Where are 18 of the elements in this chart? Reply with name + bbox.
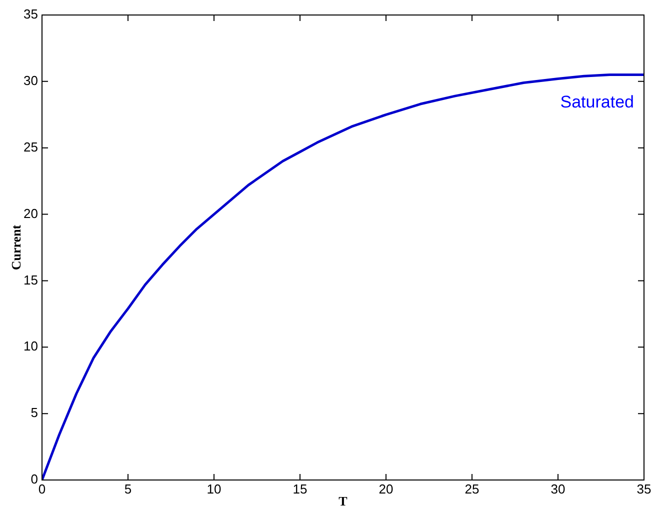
y-tick-label: 30 [24,73,38,88]
x-tick-label: 30 [550,481,566,496]
x-tick-label: 20 [378,481,394,496]
y-tick-label: 10 [24,338,38,354]
y-tick-label: 5 [30,405,38,420]
x-tick-label: 25 [464,481,480,496]
x-tick-label: 10 [206,481,222,496]
x-tick-label: 5 [124,481,132,496]
x-axis-title: T [338,493,348,508]
y-tick-label: 0 [30,472,38,487]
y-axis-title: Current [8,224,24,270]
y-tick-label: 15 [24,272,38,288]
y-tick-label: 35 [24,6,38,22]
annotation: Saturated [560,92,634,112]
x-tick-label: 35 [636,481,652,496]
y-tick-label: 25 [24,139,38,154]
x-tick-label: 15 [292,481,308,496]
y-tick-label: 20 [24,206,38,221]
